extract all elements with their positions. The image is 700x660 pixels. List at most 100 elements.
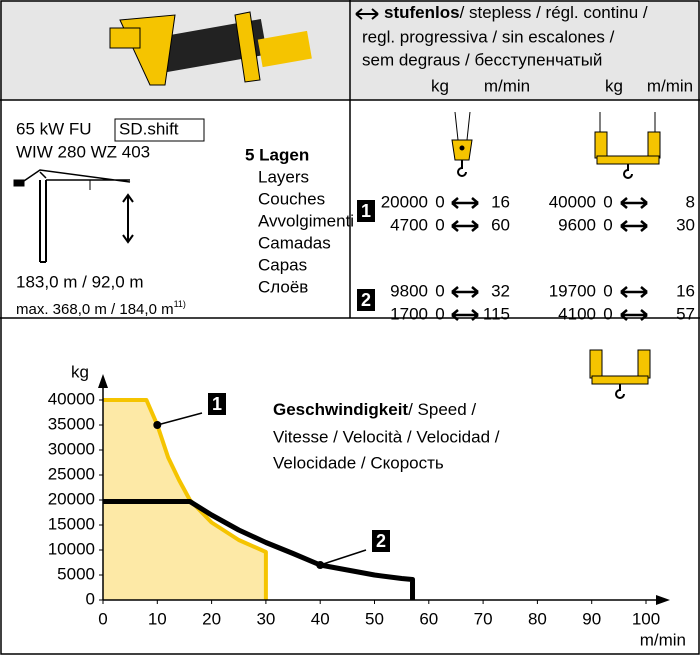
y-tick-label: 25000 (48, 464, 95, 483)
arrow-icon (620, 197, 648, 209)
layers-title: 5 Lagen (245, 145, 309, 164)
gear-label: 1 (361, 201, 371, 221)
layer-item: Camadas (258, 233, 331, 252)
x-tick-label: 10 (148, 609, 167, 628)
table-cell: 4100 (558, 304, 596, 323)
table-cell: 57 (676, 304, 695, 323)
layer-item: Couches (258, 189, 325, 208)
axis (102, 378, 662, 601)
y-tick-label: 0 (86, 589, 95, 608)
annotation-text: Velocidade / Скорость (273, 453, 444, 472)
table-cell: 0 (603, 304, 612, 323)
gear-badge (372, 530, 390, 552)
badge-box (114, 118, 205, 142)
gear-badge (357, 200, 375, 222)
table-cell: 0 (603, 215, 612, 234)
unit: m/min (484, 76, 530, 95)
header-text: stufenlos/ stepless / régl. continu / (384, 3, 648, 22)
table-cell: 0 (435, 192, 444, 211)
layer-item: Avvolgimenti (258, 211, 354, 230)
layer-item: Слоёв (258, 277, 308, 296)
arrow-icon (620, 286, 648, 298)
y-axis-label: kg (71, 362, 89, 381)
unit: m/min (647, 76, 693, 95)
table-cell: 0 (603, 192, 612, 211)
x-tick-label: 70 (474, 609, 493, 628)
header-line: sem degraus / бесступенчатый (362, 50, 602, 69)
y-tick-label: 20000 (48, 489, 95, 508)
unit: kg (431, 76, 449, 95)
hook-icons (589, 349, 651, 399)
y-tick-label: 35000 (48, 414, 95, 433)
y-tick-label: 5000 (57, 564, 95, 583)
series-line (103, 499, 416, 600)
marker (153, 421, 162, 429)
badge: SD.shift (119, 119, 179, 138)
table-cell: 19700 (549, 281, 596, 300)
table-cell: 16 (676, 281, 695, 300)
x-tick-label: 0 (98, 609, 107, 628)
x-tick-label: 40 (311, 609, 330, 628)
header-line: / stepless / régl. continu / (460, 3, 648, 22)
arrow-icon (451, 197, 479, 209)
arrow-icon (451, 309, 479, 321)
table-cell: 115 (483, 304, 510, 323)
table-cell: 0 (435, 215, 444, 234)
x-tick-label: 50 (365, 609, 384, 628)
annotation-text: Vitesse / Velocità / Velocidad / (273, 427, 500, 446)
marker (316, 561, 325, 569)
annotation: Geschwindigkeit/ Speed / (273, 400, 476, 419)
y-tick-label: 10000 (48, 539, 95, 558)
table-cell: 0 (435, 281, 444, 300)
x-tick-label: 30 (256, 609, 275, 628)
x-tick-label: 90 (582, 609, 601, 628)
table-cell: 60 (491, 215, 510, 234)
x-tick-label: 80 (528, 609, 547, 628)
table-cell: 30 (676, 215, 695, 234)
table-cell: 9800 (390, 281, 428, 300)
layer-item: Capas (258, 255, 307, 274)
header-line: regl. progressiva / sin escalones / (362, 27, 615, 46)
max: max. 368,0 m / 184,0 m (16, 301, 174, 318)
footnote: 11) (174, 299, 186, 309)
arrow-icon (355, 8, 379, 20)
arrow-icon (451, 220, 479, 232)
heights: 183,0 m / 92,0 m (16, 272, 144, 291)
winch-image (109, 11, 312, 86)
x-axis-label: m/min (640, 630, 686, 649)
table-cell: 32 (491, 281, 510, 300)
gear-label: 2 (376, 531, 386, 551)
annotation-text: / Speed / (408, 400, 476, 419)
gear-label: 2 (361, 290, 371, 310)
layer-item: Layers (258, 167, 309, 186)
x-tick-label: 100 (632, 609, 660, 628)
winch-model: 65 kW FU (16, 119, 92, 138)
y-tick-label: 40000 (48, 389, 95, 408)
table-cell: 4700 (390, 215, 428, 234)
winch-code: WIW 280 WZ 403 (16, 142, 150, 161)
table-cell: 1700 (390, 304, 428, 323)
x-tick-label: 60 (419, 609, 438, 628)
unit: kg (605, 76, 623, 95)
y-tick-label: 15000 (48, 514, 95, 533)
arrow-icon (620, 309, 648, 321)
table-cell: 40000 (549, 192, 596, 211)
table-cell: 8 (686, 192, 695, 211)
x-tick-label: 20 (202, 609, 221, 628)
arrow-icon (451, 286, 479, 298)
annotation-bold: Geschwindigkeit (273, 400, 408, 419)
header-bold: stufenlos (384, 3, 460, 22)
hook-icons (451, 111, 661, 179)
arrow-icon (620, 220, 648, 232)
table-cell: 20000 (381, 192, 428, 211)
table-cell: 0 (603, 281, 612, 300)
table-cell: 9600 (558, 215, 596, 234)
gear-label: 1 (212, 394, 222, 414)
leader-line (157, 412, 203, 426)
gear-badge (357, 289, 375, 311)
leader-line (319, 549, 367, 566)
series-line (103, 398, 268, 600)
gear-badge (208, 393, 226, 415)
max-heights: max. 368,0 m / 184,0 m11) (16, 299, 186, 318)
crane-image (13, 169, 134, 263)
